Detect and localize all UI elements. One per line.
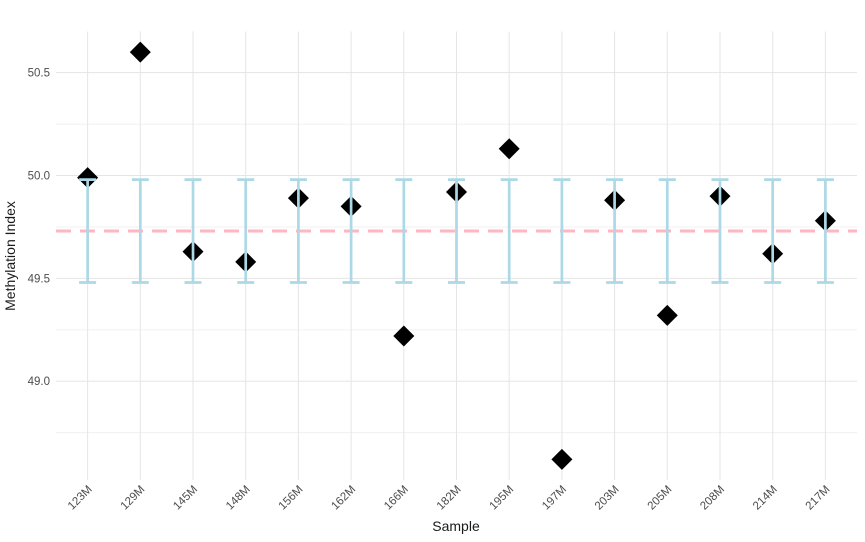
errorbar-203M <box>606 178 624 284</box>
y-axis-tick-labels: 49.0 49.5 50.0 50.5 <box>28 68 50 389</box>
errorbar-145M <box>184 178 202 284</box>
errorbar-166M <box>395 178 413 284</box>
x-tick-label-156M: 156M <box>277 484 306 513</box>
x-tick-label-205M: 205M <box>646 484 675 513</box>
data-point-123M <box>77 167 99 189</box>
y-tick-label-50.5: 50.5 <box>28 68 50 80</box>
errorbar-162M <box>342 178 360 284</box>
errorbar-148M <box>237 178 255 284</box>
errorbar-217M <box>816 178 834 284</box>
errorbar-156M <box>289 178 307 284</box>
errorbar-208M <box>711 178 729 284</box>
x-axis-title: Sample <box>432 518 480 534</box>
x-axis-tick-labels: 123M 129M 145M 148M 156M 162M 166M 182M 195M 197M… <box>66 484 833 513</box>
errorbar-123M <box>79 178 97 284</box>
data-point-195M <box>498 138 520 160</box>
x-tick-label-123M: 123M <box>66 484 95 513</box>
error-bars <box>79 178 834 284</box>
errorbar-197M <box>553 178 571 284</box>
data-point-129M <box>129 41 151 63</box>
x-tick-label-145M: 145M <box>171 484 200 513</box>
errorbar-129M <box>131 178 149 284</box>
x-tick-label-182M: 182M <box>435 484 464 513</box>
x-tick-label-162M: 162M <box>329 484 358 513</box>
y-tick-label-50.0: 50.0 <box>28 171 50 183</box>
data-point-205M <box>656 304 678 326</box>
errorbar-205M <box>658 178 676 284</box>
data-point-197M <box>551 448 573 470</box>
errorbar-195M <box>500 178 518 284</box>
x-tick-label-208M: 208M <box>698 484 727 513</box>
x-tick-label-166M: 166M <box>382 484 411 513</box>
y-tick-label-49.5: 49.5 <box>28 273 50 285</box>
data-point-166M <box>393 325 415 347</box>
x-tick-label-129M: 129M <box>119 484 148 513</box>
errorbar-182M <box>448 178 465 284</box>
y-tick-label-49.0: 49.0 <box>28 376 50 388</box>
x-tick-label-197M: 197M <box>540 484 569 513</box>
x-tick-label-195M: 195M <box>487 484 516 513</box>
x-tick-label-214M: 214M <box>751 484 780 513</box>
x-tick-label-148M: 148M <box>224 484 253 513</box>
x-tick-label-203M: 203M <box>593 484 622 513</box>
x-tick-label-217M: 217M <box>804 484 833 513</box>
y-axis-title: Methylation Index <box>2 201 18 311</box>
errorbar-214M <box>764 178 782 284</box>
